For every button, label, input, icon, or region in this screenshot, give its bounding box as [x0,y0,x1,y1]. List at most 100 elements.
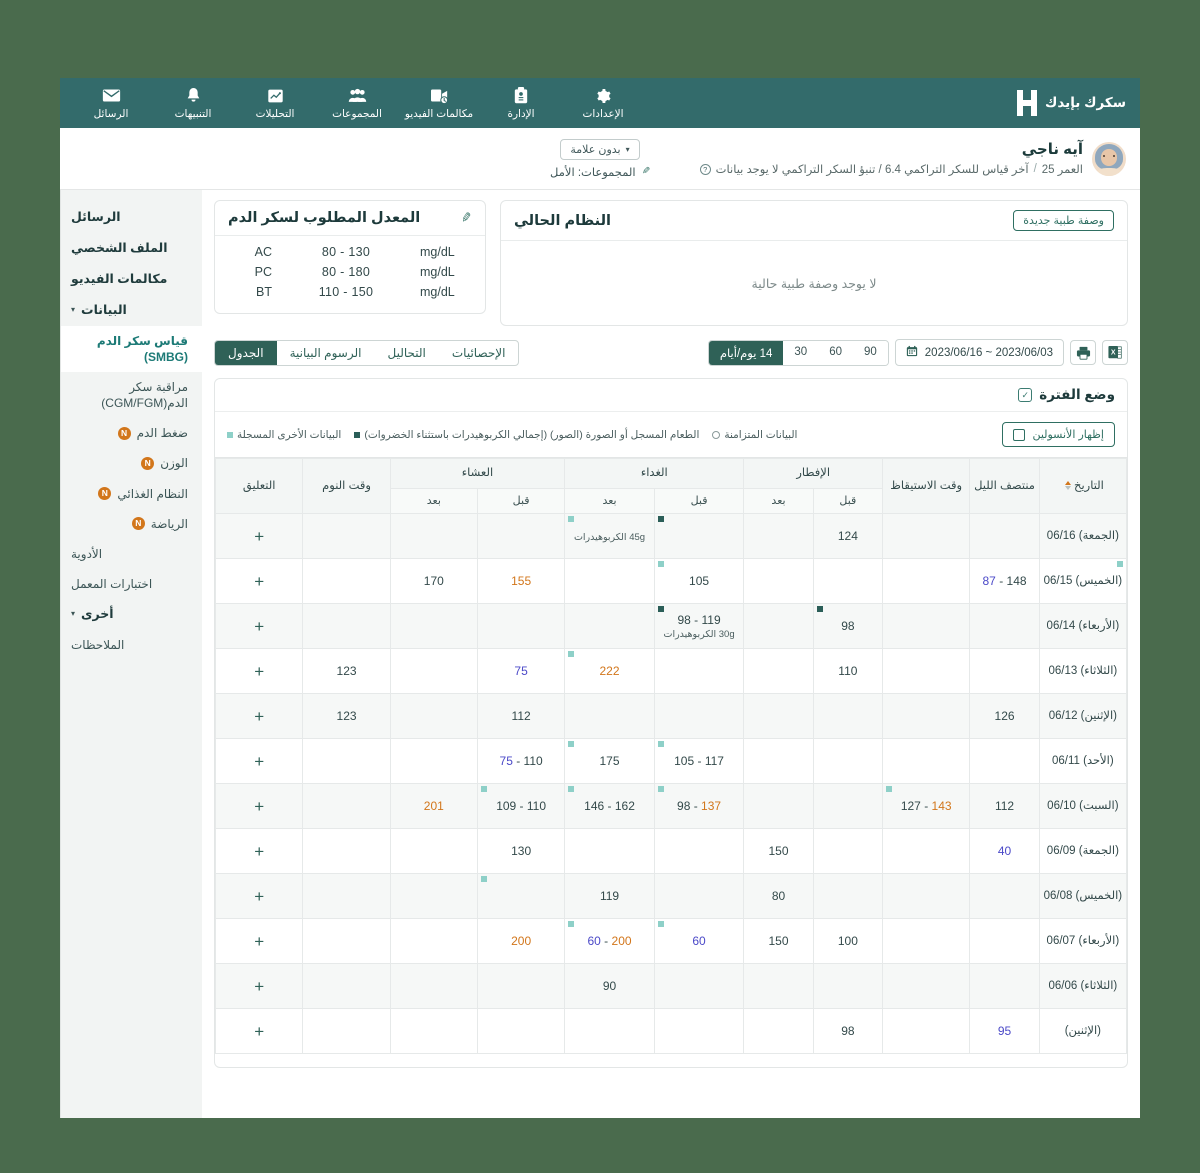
cell-dinner-after[interactable] [389,513,478,560]
cell-breakfast-before[interactable] [812,693,884,740]
period-mode-toggle[interactable]: وضع الفترة ✓ [1018,387,1115,403]
cell-bedtime[interactable] [302,783,391,830]
cell-dinner-before[interactable]: 110 - 75 [476,738,566,785]
cell-breakfast-before[interactable] [812,963,884,1010]
cell-breakfast-after[interactable] [743,963,814,1010]
add-comment-icon[interactable]: + [254,706,265,726]
cell-dinner-before[interactable]: 155 [476,558,566,605]
cell-wakeup[interactable] [882,738,971,785]
cell-bedtime[interactable] [302,828,391,875]
sidebar-item-medications[interactable]: الأدوية [61,539,202,569]
cell-midnight[interactable]: 40 [969,828,1040,875]
cell-wakeup[interactable] [882,558,971,605]
smbg-table-container[interactable]: التاريخ منتصف الليل وقت الاستيقاظ الإفطا… [215,457,1127,1067]
cell-wakeup[interactable] [882,918,971,965]
print-button[interactable] [1070,340,1096,365]
cell-bedtime[interactable] [302,513,391,560]
cell-dinner-before[interactable]: 110 - 109 [476,783,566,830]
cell-lunch-after[interactable]: 222 [564,648,655,695]
cell-breakfast-after[interactable] [743,648,814,695]
add-comment-icon[interactable]: + [254,841,265,861]
cell-comment[interactable]: + [215,873,304,920]
cell-dinner-after[interactable] [389,873,478,920]
excel-export-button[interactable]: X [1102,340,1128,365]
cell-midnight[interactable]: 148 - 87 [969,558,1040,605]
cell-comment[interactable]: + [215,648,304,695]
cell-midnight[interactable] [969,648,1040,695]
cell-lunch-before[interactable] [653,828,745,875]
segment-30[interactable]: 30 [783,340,819,365]
cell-lunch-after[interactable] [564,603,655,650]
cell-midnight[interactable]: 126 [969,693,1040,740]
cell-breakfast-before[interactable]: 110 [812,648,884,695]
sidebar-item-profile[interactable]: الملف الشخصي [61,233,202,264]
cell-breakfast-before[interactable] [812,783,884,830]
cell-midnight[interactable]: 112 [969,783,1040,830]
cell-lunch-before[interactable] [653,873,745,920]
sidebar-item-notes[interactable]: الملاحظات [61,630,202,660]
cell-wakeup[interactable] [882,963,971,1010]
cell-bedtime[interactable] [302,963,391,1010]
cell-comment[interactable]: + [215,963,304,1010]
cell-wakeup[interactable] [882,873,971,920]
pencil-icon[interactable]: ✎ [459,209,474,226]
cell-bedtime[interactable] [302,873,391,920]
cell-wakeup[interactable] [882,1008,971,1055]
cell-lunch-before[interactable] [653,963,745,1010]
cell-date[interactable]: (الجمعة) 06/16 [1038,513,1127,560]
cell-breakfast-after[interactable]: 150 [743,828,814,875]
nav-item-settings[interactable]: الإعدادات [562,84,644,123]
brand-logo[interactable]: سكرك بإيدك [1016,90,1126,116]
cell-dinner-before[interactable]: 75 [476,648,566,695]
cell-dinner-after[interactable] [389,738,478,785]
cell-breakfast-before[interactable]: 100 [812,918,884,965]
cell-midnight[interactable] [969,513,1040,560]
tab-analyses[interactable]: التحاليل [387,345,426,360]
tab-table[interactable]: الجدول [215,340,277,365]
cell-comment[interactable]: + [215,783,304,830]
cell-breakfast-after[interactable]: 80 [743,873,814,920]
nav-item-video-calls[interactable]: مكالمات الفيديو [398,84,480,123]
cell-dinner-before[interactable] [476,873,566,920]
nav-item-notifications[interactable]: التنبيهات [152,84,234,123]
add-comment-icon[interactable]: + [254,1021,265,1041]
add-comment-icon[interactable]: + [254,751,265,771]
cell-dinner-before[interactable] [476,963,566,1010]
cell-bedtime[interactable] [302,1008,391,1055]
add-comment-icon[interactable]: + [254,571,265,591]
col-date[interactable]: التاريخ [1038,458,1127,515]
cell-dinner-before[interactable] [476,1008,566,1055]
cell-date[interactable]: (الإثنين) 06/12 [1038,693,1127,740]
nav-item-admin[interactable]: الإدارة [480,84,562,123]
cell-wakeup[interactable] [882,513,971,560]
cell-bedtime[interactable] [302,603,391,650]
cell-comment[interactable]: + [215,603,304,650]
new-prescription-button[interactable]: وصفة طبية جديدة [1013,210,1114,231]
cell-date[interactable]: (الأربعاء) 06/14 [1038,603,1127,650]
cell-bedtime[interactable] [302,918,391,965]
cell-lunch-before[interactable]: 137 - 98 [653,783,745,830]
add-comment-icon[interactable]: + [254,931,265,951]
cell-lunch-before[interactable]: 119 - 98 30g الكربوهيدرات [653,603,745,650]
cell-wakeup[interactable]: 143 - 127 [882,783,971,830]
add-comment-icon[interactable]: + [254,616,265,636]
cell-breakfast-before[interactable] [812,873,884,920]
cell-lunch-after[interactable] [564,558,655,605]
cell-comment[interactable]: + [215,513,304,560]
cell-lunch-before[interactable] [653,693,745,740]
cell-dinner-after[interactable] [389,918,478,965]
sidebar-item-cgm-fgm[interactable]: مراقبة سكر الدم(CGM/FGM) [61,372,202,418]
cell-lunch-after[interactable]: 119 [564,873,655,920]
cell-comment[interactable]: + [215,918,304,965]
cell-dinner-before[interactable]: 200 [476,918,566,965]
sidebar-item-video-calls[interactable]: مكالمات الفيديو [61,264,202,295]
cell-midnight[interactable] [969,738,1040,785]
sidebar-group-other[interactable]: أخرى ▾ [61,599,202,630]
cell-dinner-after[interactable] [389,963,478,1010]
cell-dinner-after[interactable] [389,1008,478,1055]
cell-wakeup[interactable] [882,828,971,875]
cell-bedtime[interactable] [302,558,391,605]
cell-lunch-after[interactable] [564,693,655,740]
cell-lunch-before[interactable] [653,648,745,695]
tag-dropdown-button[interactable]: ▾ بدون علامة [560,138,640,160]
